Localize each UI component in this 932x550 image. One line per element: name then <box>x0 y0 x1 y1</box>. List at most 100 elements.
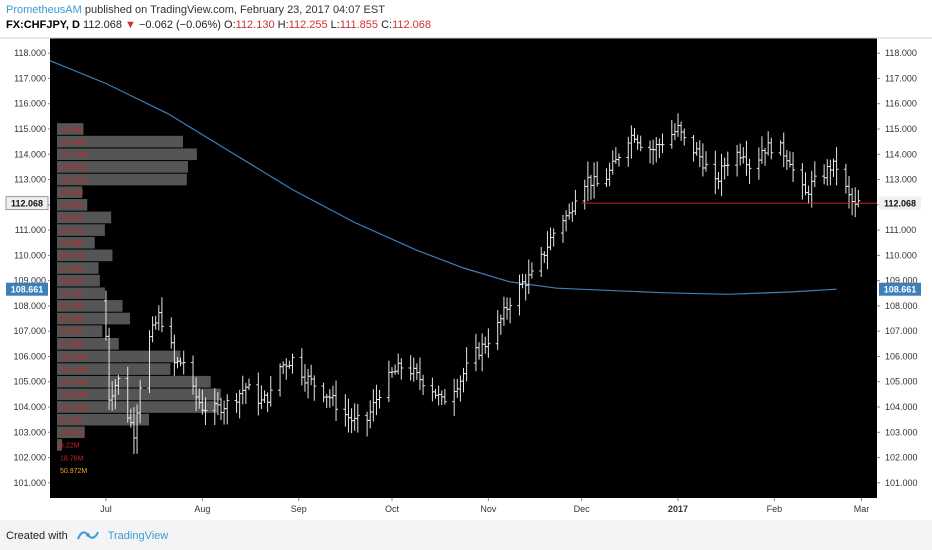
volume-profile-label-1: 111.64M <box>60 139 86 146</box>
y-tick-label-right-16: 117.000 <box>885 73 917 83</box>
y-tick-label-left-16: 117.000 <box>14 73 46 83</box>
x-tick-label-mar: Mar <box>854 504 870 514</box>
volume-profile-label-27: 50.972M <box>60 468 87 475</box>
created-with-text: Created with <box>6 530 68 542</box>
volume-profile-bar-8 <box>57 224 105 236</box>
y-tick-label-right-2: 103.000 <box>885 427 918 437</box>
price-change: −0.062 (−0.06%) <box>139 19 221 31</box>
close-label: C: <box>381 19 393 31</box>
y-tick-label-left-9: 110.000 <box>14 250 46 260</box>
y-tick-label-left-13: 114.000 <box>14 149 46 159</box>
symbol-label[interactable]: FX:CHFJPY, D <box>6 19 80 31</box>
volume-profile-label-18: 109.25M <box>60 354 87 361</box>
footer: Created with TradingView <box>0 520 932 550</box>
y-tick-label-right-0: 101.000 <box>885 478 918 488</box>
volume-profile-label-4: 114.92M <box>60 177 87 184</box>
low-label: L: <box>330 19 340 31</box>
ma-price-tag-right-box <box>879 282 921 296</box>
volume-profile-bar-9 <box>57 236 95 249</box>
volume-profile-label-11: 37.42M <box>60 266 84 273</box>
y-tick-label-right-1: 102.000 <box>885 453 918 463</box>
volume-profile-bar-21 <box>57 388 221 401</box>
volume-profile-bar-25 <box>57 439 63 451</box>
volume-profile-label-10: 49.17M <box>60 253 84 260</box>
publish-line: PrometheusAM published on TradingView.co… <box>6 4 385 16</box>
volume-profile-label-19: 101.24M <box>60 367 87 374</box>
volume-profile-bar-0 <box>57 123 84 135</box>
y-tick-label-right-14: 115.000 <box>885 124 917 134</box>
moving-average-line <box>49 60 837 295</box>
y-tick-label-left-15: 116.000 <box>14 99 46 109</box>
x-tick-label-2017: 2017 <box>668 504 688 514</box>
ohlc-line: FX:CHFJPY, D 112.068 ▼ −0.062 (−0.06%) O… <box>6 19 431 31</box>
volume-profile-label-9: 35.98M <box>60 241 84 248</box>
volume-profile-label-3: 116.86M <box>60 165 87 172</box>
volume-profile-label-20: 136.70M <box>60 380 87 387</box>
volume-profile-bar-7 <box>57 211 112 224</box>
current-price-tag-right-box <box>879 196 921 210</box>
volume-profile-bar-19 <box>57 363 171 375</box>
volume-profile-bar-16 <box>57 325 103 338</box>
volume-profile-bar-18 <box>57 350 181 363</box>
volume-profile-bar-15 <box>57 312 131 325</box>
volume-profile-label-15: 68.02M <box>60 316 84 323</box>
chart-header: PrometheusAM published on TradingView.co… <box>0 0 932 36</box>
y-tick-label-left-1: 102.000 <box>13 453 46 463</box>
y-tick-label-right-10: 111.000 <box>885 225 916 235</box>
y-tick-label-right-5: 106.000 <box>885 351 918 361</box>
volume-profile-label-21: 145.89M <box>60 392 87 399</box>
volume-profile-bar-13 <box>57 287 105 300</box>
volume-profile-label-12: 38.42M <box>60 278 84 285</box>
y-tick-label-right-4: 105.000 <box>885 377 918 387</box>
y-tick-label-right-13: 114.000 <box>885 149 917 159</box>
current-price-tag-left-box <box>5 196 49 211</box>
x-tick-label-jul: Jul <box>100 504 112 514</box>
author-link[interactable]: PrometheusAM <box>6 4 82 16</box>
volume-profile-label-14: 61.17M <box>60 304 84 311</box>
y-tick-label-left-6: 107.000 <box>13 326 46 336</box>
y-tick-label-left-2: 103.000 <box>13 427 46 437</box>
volume-profile-label-17: 54.49M <box>60 342 84 349</box>
down-arrow-icon: ▼ <box>125 19 136 31</box>
y-tick-label-left-7: 108.000 <box>13 301 46 311</box>
volume-profile-bar-3 <box>57 161 189 173</box>
y-tick-label-right-7: 108.000 <box>885 301 918 311</box>
y-tick-label-left-14: 115.000 <box>14 124 46 134</box>
volume-profile-label-6: 31.63M <box>60 203 84 210</box>
last-price: 112.068 <box>83 19 122 31</box>
volume-profile-bar-6 <box>57 198 88 211</box>
x-tick-label-aug: Aug <box>194 504 210 514</box>
volume-profile-bar-12 <box>57 274 100 287</box>
y-tick-label-right-15: 116.000 <box>885 99 917 109</box>
tradingview-logo-icon[interactable] <box>76 529 99 541</box>
y-tick-label-right-6: 107.000 <box>885 326 918 336</box>
high-value: 112.255 <box>288 19 328 31</box>
volume-profile-bar-17 <box>57 338 119 350</box>
y-tick-label-right-3: 104.000 <box>885 402 918 412</box>
volume-profile-bar-20 <box>57 375 211 388</box>
open-value: 112.130 <box>235 19 275 31</box>
volume-profile-label-13: 44.14M <box>60 291 84 298</box>
x-tick-label-sep: Sep <box>291 504 307 514</box>
volume-profile-label-25: 6.22M <box>60 443 80 450</box>
y-tick-label-right-17: 118.000 <box>885 48 917 58</box>
price-chart[interactable]: 101.000 101.000 102.000 102.000 103.000 103.0… <box>0 0 932 520</box>
y-tick-label-left-4: 105.000 <box>13 377 46 387</box>
ma-price-tag-left-box <box>6 282 48 296</box>
high-label: H: <box>277 19 289 31</box>
y-tick-label-left-3: 104.000 <box>13 402 46 412</box>
volume-profile-label-23: 82.60M <box>60 417 84 424</box>
x-tick-label-dec: Dec <box>574 504 591 514</box>
published-text: published on TradingView.com, February 2… <box>84 4 385 16</box>
volume-profile-label-7: 48.68M <box>60 215 84 222</box>
volume-profile-label-16: 42.33M <box>60 329 84 336</box>
volume-profile-bar-24 <box>57 426 85 439</box>
y-tick-label-right-9: 110.000 <box>885 250 917 260</box>
ohlc-bars <box>103 113 861 454</box>
x-tick-label-oct: Oct <box>385 504 400 514</box>
volume-profile-bar-5 <box>57 186 83 198</box>
tradingview-brand-link[interactable]: TradingView <box>107 530 169 542</box>
volume-profile-bar-14 <box>57 300 123 312</box>
volume-profile-bar-23 <box>57 413 149 426</box>
y-tick-label-right-12: 113.000 <box>885 175 917 185</box>
